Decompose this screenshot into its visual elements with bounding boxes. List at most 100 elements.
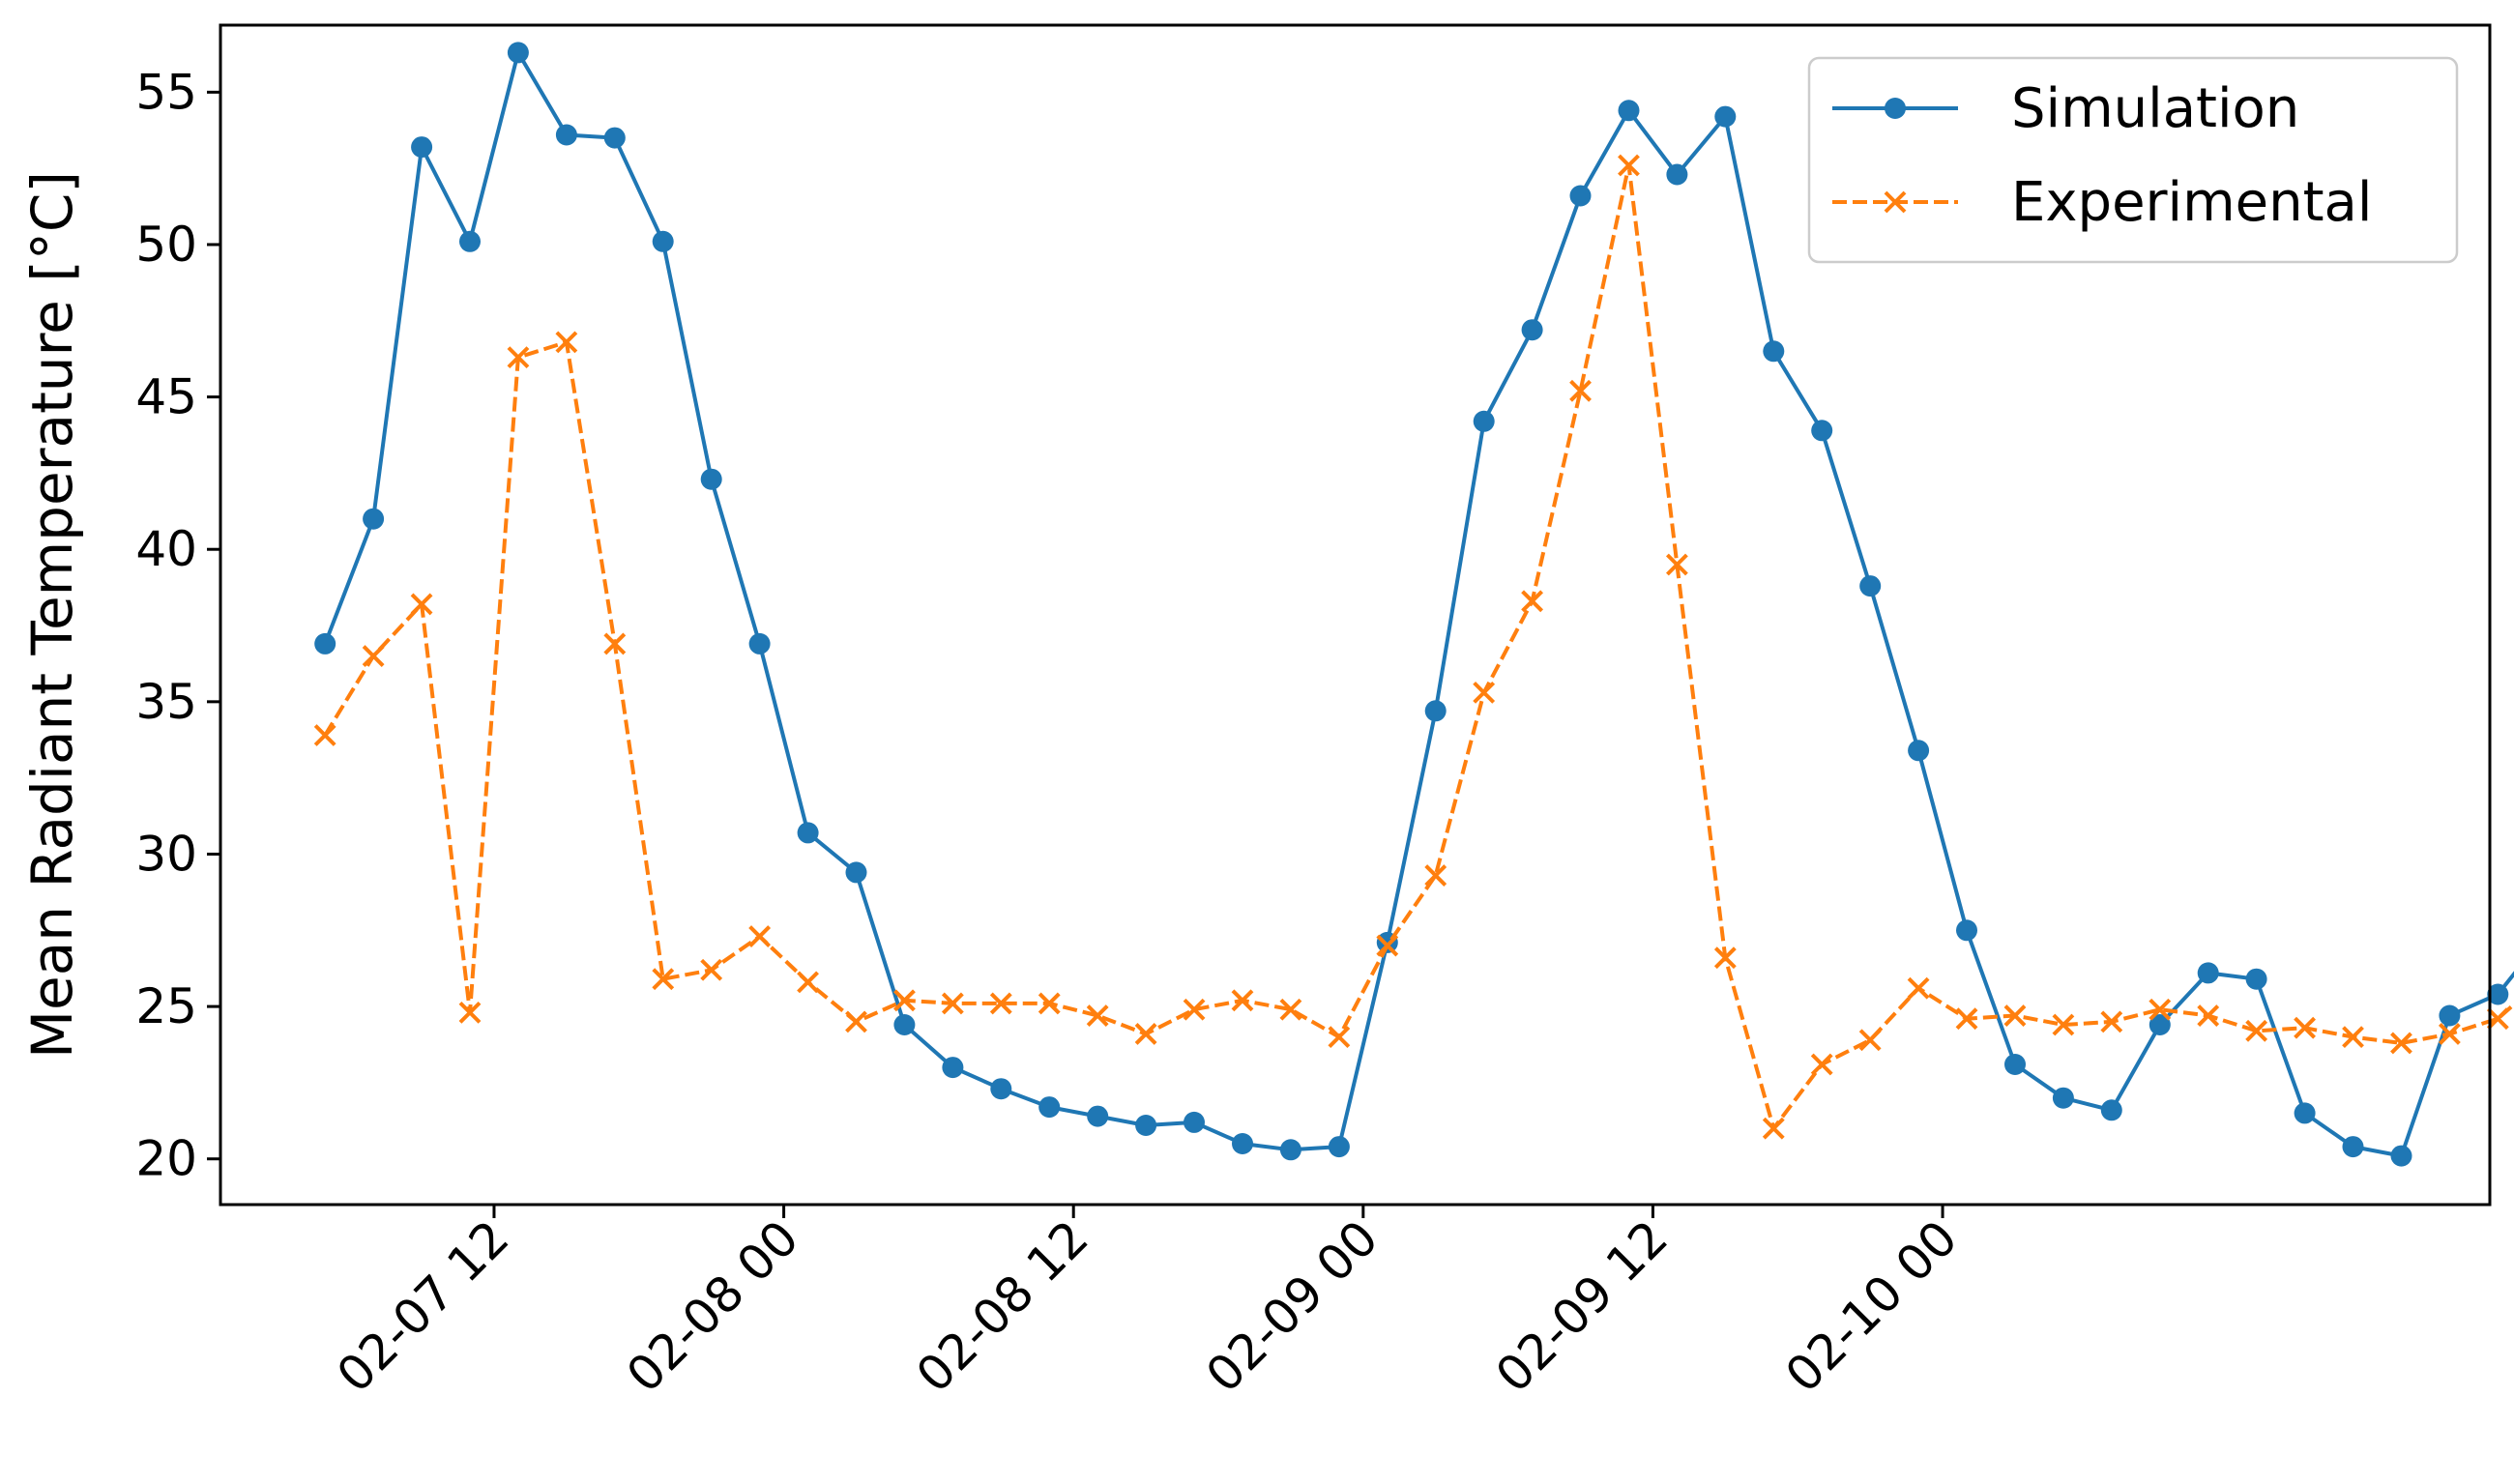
data-point [2100,1010,2123,1033]
data-point [1569,379,1592,402]
data-point [1618,154,1640,177]
data-point [363,508,385,530]
data-point [893,1014,916,1035]
data-point [797,971,819,994]
y-tick-label: 20 [135,1131,197,1187]
data-point [2438,1023,2461,1045]
data-point [1279,998,1302,1021]
data-point [1955,1007,1978,1031]
data-point [2342,1136,2364,1158]
data-point [1184,1111,1205,1133]
data-point [797,822,819,844]
data-point [1328,1136,1350,1158]
data-point [458,1001,482,1024]
y-tick-label: 30 [135,826,197,882]
data-point [1858,1029,1882,1052]
data-point [1473,681,1496,704]
data-point [1328,1026,1351,1049]
data-point [1424,700,1447,722]
data-point [1907,976,1930,1000]
data-point [1859,575,1882,597]
y-tick-label: 25 [135,978,197,1034]
data-point [1087,1105,1109,1127]
data-point [2004,1054,2026,1075]
data-point [411,136,433,159]
data-point [652,230,674,252]
data-point [2149,1014,2171,1035]
series-experimental [313,154,2514,1140]
data-point [893,989,916,1012]
x-axis: 02-07 12 02-08 00 02-08 12 02-09 00 02-09 12… [326,1205,1969,1403]
plot-frame [219,23,2492,1207]
data-point [942,1057,964,1079]
x-tick-label: 02-09 12 [1485,1209,1679,1403]
x-tick-label: 02-07 12 [326,1209,519,1403]
data-point [2100,1099,2122,1121]
data-point [2245,1019,2268,1042]
data-point [845,861,867,884]
data-point [748,632,771,655]
data-point [748,925,772,947]
data-point [2390,1145,2412,1167]
data-point [603,127,626,149]
data-point [2197,962,2219,984]
data-point [410,593,433,616]
data-point [507,346,530,369]
data-point [1134,1023,1157,1045]
data-point [1908,740,1930,762]
data-point [1665,553,1688,576]
data-point [1183,998,1206,1021]
data-point [652,968,675,991]
data-point [313,724,336,746]
legend-box [1807,56,2459,264]
x-tick-label: 02-08 12 [906,1209,1099,1403]
data-point [989,992,1012,1015]
y-axis-label: Mean Radiant Temperature [°C] [19,171,85,1059]
data-point [941,992,964,1015]
data-point [700,468,722,490]
data-point [1376,934,1399,957]
data-point [1279,1139,1301,1161]
legend-experimental-label: Experimental [2011,171,2372,234]
data-point [2003,1004,2027,1027]
y-tick-label: 35 [135,674,197,730]
data-point [1232,1133,1253,1154]
data-point [1618,100,1640,122]
legend-experimental-marker [1884,190,1907,214]
series-line-simulation [323,50,2514,1158]
series-layer [313,42,2514,1167]
data-point [2342,1026,2364,1049]
y-tick-label: 55 [135,64,197,120]
data-point [1762,1117,1785,1140]
x-tick-label: 02-08 00 [616,1209,809,1403]
data-point [362,645,385,667]
y-tick-label: 40 [135,521,197,577]
y-tick-label: 50 [135,217,197,273]
data-point [1713,946,1737,970]
data-point [2294,1102,2316,1124]
y-tick-label: 45 [135,369,197,425]
data-point [2486,1007,2509,1031]
data-point [1956,919,1977,942]
legend-simulation-marker [1885,98,1906,119]
data-point [507,42,529,64]
y-axis: 20 25 30 35 40 45 50 55 [135,64,220,1187]
data-point [2052,1013,2075,1036]
data-point [1135,1115,1157,1136]
data-point [1521,319,1543,341]
data-point [1569,185,1592,207]
data-point [1038,992,1061,1015]
data-point [700,958,723,981]
legend-simulation-label: Simulation [2011,77,2299,140]
data-point [1714,105,1737,128]
data-point [2149,998,2172,1021]
data-point [2052,1087,2074,1109]
data-point [2294,1016,2316,1039]
data-point [1521,590,1544,613]
data-point [2245,968,2267,990]
x-tick-label: 02-10 00 [1775,1209,1969,1403]
data-point [1086,1004,1109,1027]
data-point [314,632,336,655]
data-point [555,331,578,354]
